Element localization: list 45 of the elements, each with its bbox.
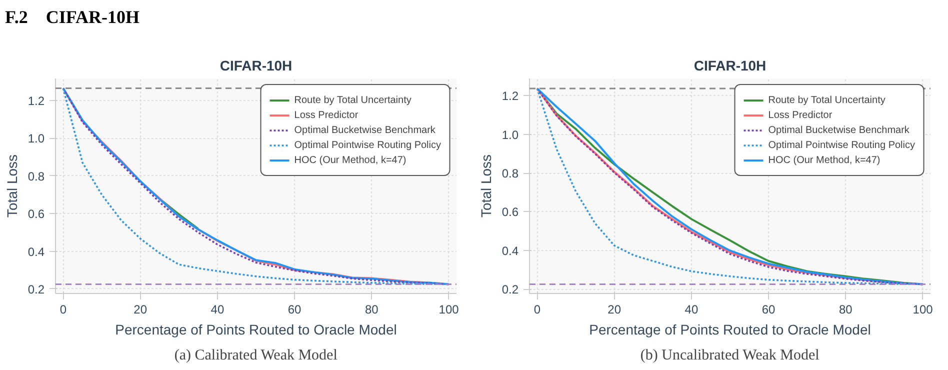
legend-label: Optimal Bucketwise Benchmark [294,124,436,137]
y-tick-label: 0.8 [28,169,45,184]
x-tick-label: 20 [608,302,622,316]
y-tick-label: 1.2 [28,94,45,108]
legend-label: Loss Predictor [294,108,358,122]
line-series [62,87,450,286]
y-tick-label: 1.0 [502,128,519,142]
legend-label: HOC (Our Method, k=47) [294,154,406,167]
legend-label: Optimal Pointwise Routing Policy [768,138,915,152]
text: (a) Calibrated Weak Model [174,348,338,364]
text: F.2 CIFAR-10H [5,6,140,29]
legend-label: Optimal Pointwise Routing Policy [294,138,441,152]
x-tick-label: 40 [210,302,224,316]
line-series [536,88,924,286]
y-tick-label: 0.2 [502,282,519,297]
y-tick-label: 0.6 [502,205,519,220]
x-tick-label: 0 [534,302,541,316]
x-axis-title: Percentage of Points Routed to Oracle Model [589,322,871,338]
x-tick-label: 100 [912,302,934,316]
x-tick-label: 0 [60,302,67,316]
y-axis-title: Total Loss [4,154,20,218]
x-tick-label: 40 [684,302,698,316]
legend-label: Route by Total Uncertainty [768,94,886,107]
x-axis-title: Percentage of Points Routed to Oracle Model [115,322,397,338]
legend-label: Route by Total Uncertainty [294,94,412,107]
y-tick-label: 0.4 [28,244,45,259]
x-tick-label: 20 [134,302,148,316]
x-tick-label: 80 [839,302,853,316]
y-tick-label: 1.0 [28,132,45,146]
x-tick-label: 60 [762,302,776,316]
y-tick-label: 0.4 [502,244,519,258]
text: (b) Uncalibrated Weak Model [640,348,820,364]
chart-title: CIFAR-10H [220,58,292,74]
x-tick-label: 80 [365,302,379,316]
y-tick-label: 0.8 [502,166,519,181]
y-tick-label: 0.6 [28,207,45,222]
legend-label: Optimal Bucketwise Benchmark [768,124,910,137]
legend-label: Loss Predictor [768,108,832,122]
y-tick-label: 0.2 [28,282,45,296]
chart-title: CIFAR-10H [694,58,766,74]
y-tick-label: 1.2 [502,89,519,104]
legend-label: HOC (Our Method, k=47) [768,154,880,167]
x-tick-label: 60 [288,302,302,316]
y-axis-title: Total Loss [478,154,494,218]
x-tick-label: 100 [438,302,460,316]
